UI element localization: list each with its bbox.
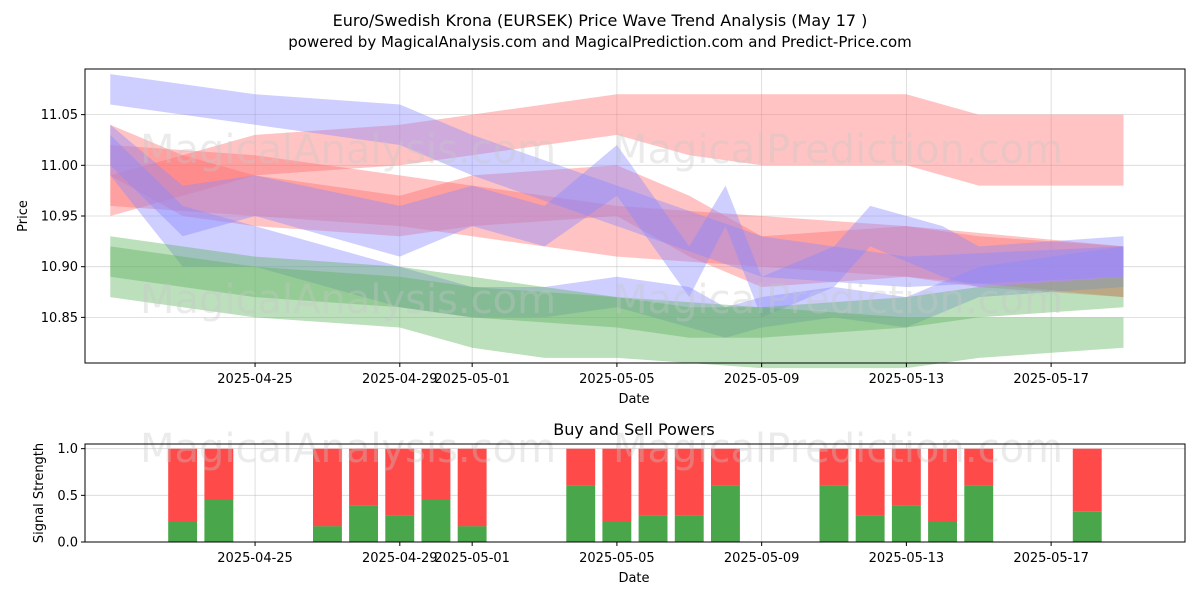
power-y-axis-label: Signal Strength [32, 443, 47, 543]
buy-bar [313, 526, 342, 542]
x-tick-label: 2025-05-09 [724, 551, 800, 566]
sell-bar [313, 448, 342, 527]
sell-bar [566, 448, 596, 486]
buy-bar [602, 521, 632, 542]
x-tick-label: 2025-05-13 [869, 372, 945, 387]
main-y-axis-label: Price [16, 200, 31, 232]
y-tick-label: 11.05 [41, 108, 78, 123]
buy-bar [891, 505, 921, 542]
power-chart-title: Buy and Sell Powers [553, 420, 715, 439]
sell-bar [855, 448, 885, 516]
chart-subtitle: powered by MagicalAnalysis.com and Magic… [288, 33, 912, 51]
buy-bar [964, 485, 994, 542]
buy-bar [819, 485, 849, 542]
sell-bar [204, 448, 234, 500]
watermark-analysis-top: MagicalAnalysis.com [140, 127, 556, 173]
main-plot: MagicalAnalysis.com MagicalPrediction.co… [16, 68, 1186, 407]
sell-bar [349, 448, 378, 506]
x-tick-label: 2025-04-25 [217, 372, 293, 387]
x-tick-label: 2025-05-13 [869, 551, 945, 566]
sell-bar [964, 448, 994, 486]
x-tick-label: 2025-05-01 [434, 372, 510, 387]
buy-bar [204, 500, 234, 542]
y-tick-label: 10.85 [41, 311, 78, 326]
y-tick-label: 0.0 [57, 536, 78, 551]
buy-bar [674, 515, 704, 542]
sell-bar [1072, 448, 1102, 512]
price-band-green-7 [110, 236, 1124, 369]
x-tick-label: 2025-05-17 [1013, 551, 1089, 566]
power-plot-background [85, 444, 1185, 542]
x-tick-label: 2025-04-29 [362, 551, 438, 566]
sell-bar [674, 448, 704, 516]
x-tick-label: 2025-05-05 [579, 551, 655, 566]
watermark-prediction-power: MagicalPrediction.com [613, 426, 1063, 472]
price-band-red-2 [110, 145, 1124, 298]
power-x-axis-label: Date [618, 571, 649, 586]
sell-bar [711, 448, 740, 486]
x-tick-label: 2025-04-29 [362, 372, 438, 387]
x-tick-label: 2025-05-17 [1013, 372, 1089, 387]
sell-bar [928, 448, 957, 522]
main-grid [85, 69, 1185, 363]
y-tick-label: 10.95 [41, 210, 78, 225]
y-tick-label: 10.90 [41, 260, 78, 275]
y-tick-label: 1.0 [57, 442, 78, 457]
buy-bar [638, 515, 668, 542]
buy-bar [385, 515, 415, 542]
y-tick-label: 11.00 [41, 159, 78, 174]
price-band-red-3 [110, 124, 1124, 298]
x-tick-label: 2025-05-09 [724, 372, 800, 387]
buy-sell-bars [168, 448, 1102, 542]
price-band-blue-6 [110, 124, 1124, 318]
watermark-prediction-bottom: MagicalPrediction.com [613, 277, 1063, 323]
buy-bar [421, 500, 451, 542]
sell-bar [638, 448, 668, 516]
sell-bar [891, 448, 921, 506]
power-plot-frame [84, 443, 1186, 543]
sell-bar [602, 448, 632, 522]
sell-bar [457, 448, 487, 527]
buy-bar [928, 521, 957, 542]
buy-bar [1072, 511, 1102, 542]
price-band-green-8 [110, 246, 1124, 338]
price-band-red-1 [110, 94, 1124, 216]
price-wave-bands [110, 74, 1124, 369]
x-tick-label: 2025-05-05 [579, 372, 655, 387]
buy-bar [855, 515, 885, 542]
sell-bar [421, 448, 451, 500]
sell-bar [168, 448, 198, 522]
buy-bar [168, 521, 198, 542]
watermark-prediction-top: MagicalPrediction.com [613, 127, 1063, 173]
buy-bar [349, 505, 378, 542]
x-tick-label: 2025-05-01 [434, 551, 510, 566]
buy-bar [457, 526, 487, 542]
price-band-blue-5 [110, 134, 1124, 338]
buy-bar [566, 485, 596, 542]
power-plot: Buy and Sell Powers MagicalAnalysis.com … [32, 420, 1186, 586]
buy-bar [711, 485, 740, 542]
sell-bar [385, 448, 415, 516]
main-x-axis-label: Date [618, 392, 649, 407]
watermark-analysis-bottom: MagicalAnalysis.com [140, 277, 556, 323]
x-tick-label: 2025-04-25 [217, 551, 293, 566]
watermark-analysis-power: MagicalAnalysis.com [140, 426, 556, 472]
chart-title: Euro/Swedish Krona (EURSEK) Price Wave T… [333, 11, 868, 30]
y-tick-label: 0.5 [57, 489, 78, 504]
price-band-blue-4 [110, 74, 1124, 287]
sell-bar [819, 448, 849, 486]
